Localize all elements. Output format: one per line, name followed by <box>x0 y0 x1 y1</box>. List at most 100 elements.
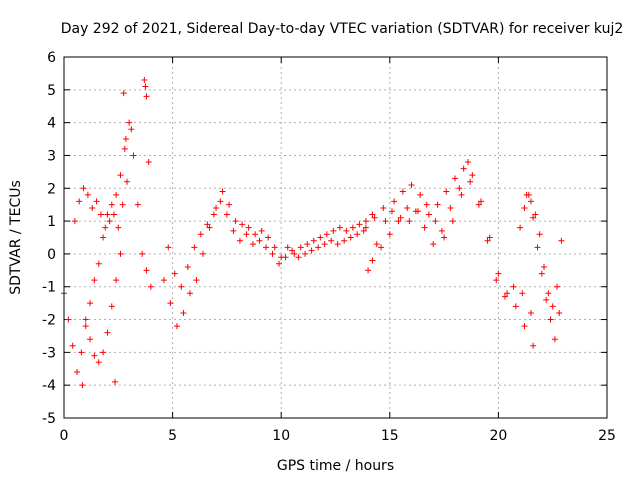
data-point <box>171 270 178 277</box>
data-point <box>343 227 350 234</box>
x-tick-label: 0 <box>60 428 69 444</box>
data-point <box>341 237 348 244</box>
series-spike-points <box>79 76 152 389</box>
data-point <box>78 349 85 356</box>
data-point <box>467 178 474 185</box>
data-point <box>532 211 539 218</box>
data-point <box>106 218 113 225</box>
data-point <box>76 198 83 205</box>
data-point <box>147 283 154 290</box>
data-point <box>119 201 126 208</box>
data-point <box>451 175 458 182</box>
data-point <box>493 277 500 284</box>
data-point <box>347 234 354 241</box>
data-point <box>443 188 450 195</box>
data-point <box>226 201 233 208</box>
data-point <box>291 250 298 257</box>
data-point <box>521 323 528 330</box>
data-point <box>122 136 129 143</box>
data-point <box>65 316 72 323</box>
data-point <box>397 214 404 221</box>
data-point <box>243 231 250 238</box>
data-point <box>108 201 115 208</box>
data-point <box>112 378 119 385</box>
series-track-g <box>362 178 534 316</box>
series-track-a <box>61 119 154 376</box>
data-point <box>362 224 369 231</box>
data-point <box>538 270 545 277</box>
data-point <box>302 250 309 257</box>
data-point <box>193 277 200 284</box>
data-point <box>362 218 369 225</box>
data-point <box>217 198 224 205</box>
data-point <box>556 309 563 316</box>
data-point <box>534 244 541 251</box>
data-point <box>536 231 543 238</box>
data-point <box>265 234 272 241</box>
data-point <box>464 159 471 166</box>
data-point <box>395 218 402 225</box>
data-point <box>447 204 454 211</box>
data-point <box>460 165 467 172</box>
data-point <box>328 237 335 244</box>
data-point <box>130 152 137 159</box>
x-tick-label: 20 <box>489 428 507 444</box>
y-axis-label: SDTVAR / TECUs <box>8 180 24 295</box>
data-point <box>295 254 302 261</box>
data-point <box>527 198 534 205</box>
data-point <box>91 277 98 284</box>
y-tick-label: -1 <box>42 280 56 296</box>
data-point <box>258 227 265 234</box>
data-point <box>143 93 150 100</box>
data-point <box>430 241 437 248</box>
data-point <box>551 336 558 343</box>
data-point <box>71 218 78 225</box>
data-point <box>373 241 380 248</box>
data-point <box>276 260 283 267</box>
y-tick-label: 3 <box>47 148 56 164</box>
data-point <box>317 234 324 241</box>
y-tick-label: 0 <box>47 247 56 263</box>
data-point <box>310 237 317 244</box>
y-tick-label: -2 <box>42 313 56 329</box>
data-point <box>120 90 127 97</box>
data-point <box>547 316 554 323</box>
data-point <box>143 267 150 274</box>
data-point <box>173 323 180 330</box>
data-point <box>530 342 537 349</box>
data-point <box>80 185 87 192</box>
data-point <box>142 83 149 90</box>
y-tick-label: 2 <box>47 181 56 197</box>
data-point <box>382 218 389 225</box>
data-point <box>323 231 330 238</box>
data-point <box>100 349 107 356</box>
data-point <box>527 309 534 316</box>
data-point <box>484 237 491 244</box>
data-point <box>117 172 124 179</box>
data-point <box>432 218 439 225</box>
data-point <box>271 244 278 251</box>
series-track-f <box>365 165 537 349</box>
data-point <box>269 250 276 257</box>
data-point <box>102 224 109 231</box>
data-point <box>475 201 482 208</box>
series-track-d <box>160 188 376 330</box>
data-point <box>191 244 198 251</box>
data-point <box>495 270 502 277</box>
y-tick-label: 6 <box>47 50 56 66</box>
data-point <box>82 316 89 323</box>
data-point <box>180 309 187 316</box>
data-point <box>121 145 128 152</box>
data-point <box>423 201 430 208</box>
data-point <box>399 188 406 195</box>
data-point <box>82 323 89 330</box>
data-point <box>517 224 524 231</box>
data-point <box>308 247 315 254</box>
series-track-h <box>369 159 471 264</box>
data-point <box>74 369 81 376</box>
data-point <box>249 241 256 248</box>
data-point <box>510 283 517 290</box>
x-tick-label: 5 <box>168 428 177 444</box>
data-point <box>554 283 561 290</box>
